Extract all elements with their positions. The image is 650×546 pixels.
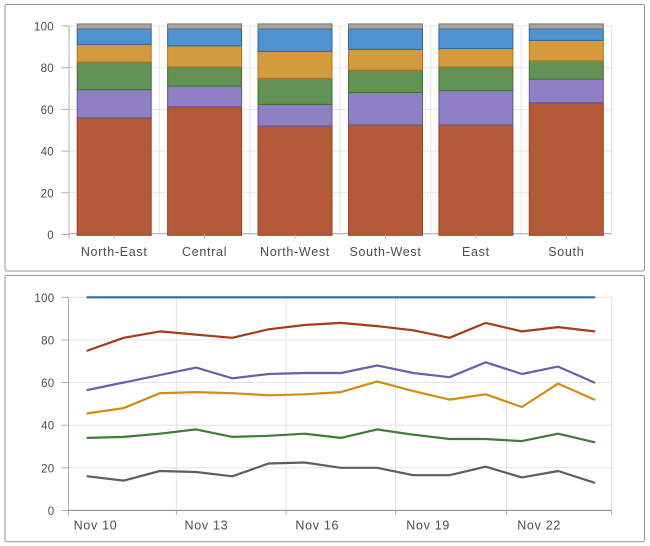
svg-text:0: 0 xyxy=(48,506,55,518)
svg-text:40: 40 xyxy=(41,421,54,433)
svg-text:South-West: South-West xyxy=(349,245,421,259)
svg-text:20: 20 xyxy=(41,188,54,200)
svg-text:80: 80 xyxy=(41,63,54,75)
svg-text:Nov 10: Nov 10 xyxy=(74,519,118,533)
svg-text:North-West: North-West xyxy=(260,245,330,259)
svg-text:South: South xyxy=(548,245,584,259)
svg-text:60: 60 xyxy=(41,378,54,390)
svg-text:North-East: North-East xyxy=(81,245,148,259)
svg-text:Nov 19: Nov 19 xyxy=(406,519,450,533)
svg-text:40: 40 xyxy=(41,147,54,159)
svg-text:Central: Central xyxy=(182,245,227,259)
svg-text:20: 20 xyxy=(41,463,54,475)
svg-text:Nov 16: Nov 16 xyxy=(295,519,339,533)
svg-text:0: 0 xyxy=(47,230,54,242)
svg-text:East: East xyxy=(462,245,490,259)
svg-text:100: 100 xyxy=(34,293,54,305)
svg-text:100: 100 xyxy=(34,22,54,34)
svg-text:Nov 22: Nov 22 xyxy=(517,519,561,533)
svg-text:60: 60 xyxy=(41,105,54,117)
svg-text:80: 80 xyxy=(41,335,54,347)
svg-text:Nov 13: Nov 13 xyxy=(184,519,228,533)
